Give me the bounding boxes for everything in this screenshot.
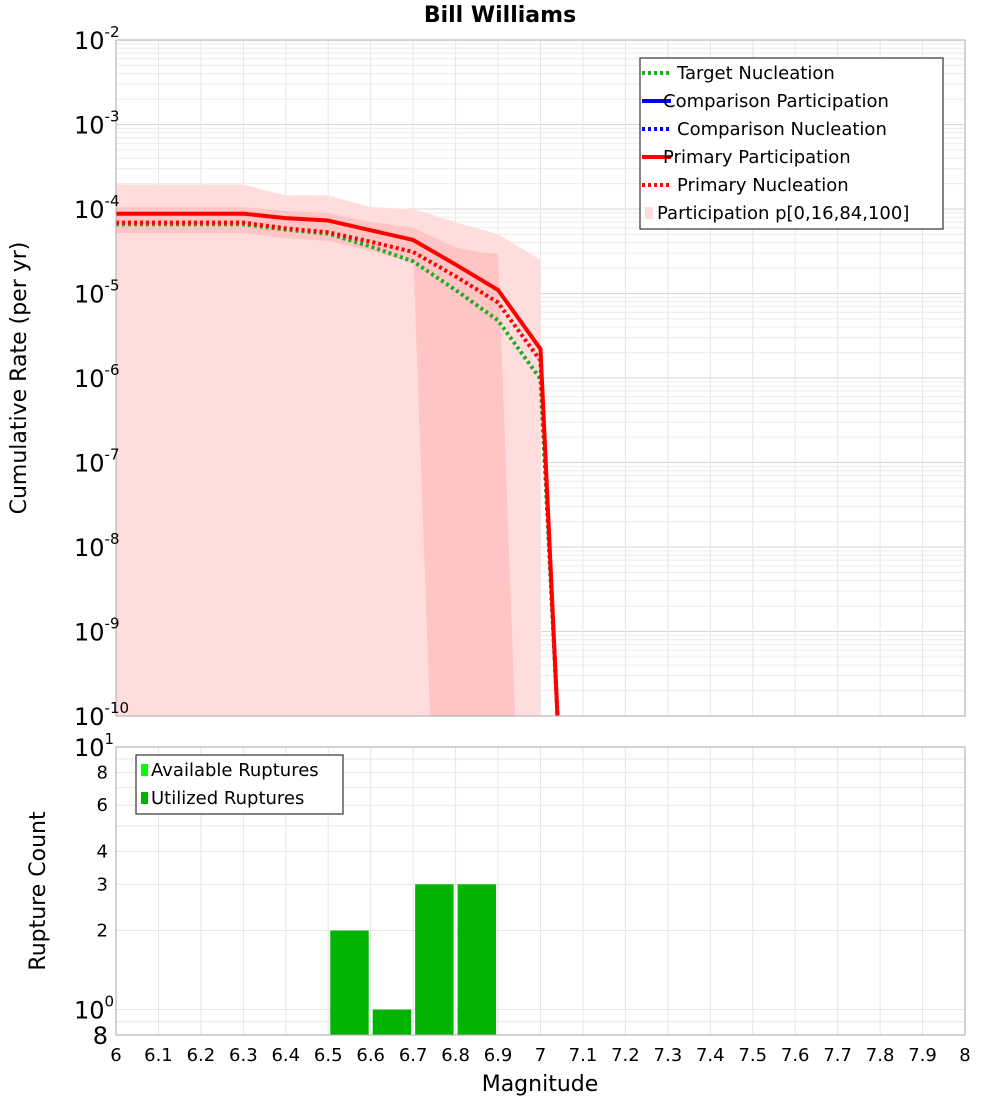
magnitude-tick-label: 6.6 — [356, 1045, 385, 1066]
rate-legend: Target Nucleation Comparison Participatio… — [639, 57, 944, 230]
count-y-tick-label: 101 — [74, 730, 114, 762]
magnitude-tick-label: 7.5 — [738, 1045, 767, 1066]
legend-label: Available Ruptures — [151, 760, 319, 781]
magnitude-tick-label: 6.9 — [484, 1045, 513, 1066]
rate-y-tick-label: 10-3 — [74, 108, 120, 140]
magnitude-tick-label: 7.7 — [823, 1045, 852, 1066]
utilized-ruptures-bar — [457, 884, 497, 1035]
legend-label: Comparison Participation — [663, 91, 889, 112]
legend-swatch — [645, 207, 653, 219]
legend-label: Participation p[0,16,84,100] — [657, 203, 909, 224]
count-legend: Available Ruptures Utilized Ruptures — [135, 754, 344, 815]
magnitude-tick-label: 6.7 — [399, 1045, 428, 1066]
count-y-tick-label: 3 — [97, 874, 108, 895]
series-line-primary-nucleation — [116, 220, 560, 717]
participation-inner-band — [116, 207, 499, 318]
participation-inner-band-tail — [413, 253, 516, 716]
utilized-ruptures-bar — [415, 884, 454, 1035]
utilized-ruptures-bar — [330, 930, 369, 1035]
magnitude-tick-label: 6 — [110, 1045, 121, 1066]
legend-label: Comparison Nucleation — [677, 119, 887, 140]
rate-y-ticks: 10-2 10-3 10-4 10-5 10-6 10-7 10-8 10-9 10-10 — [74, 23, 129, 731]
magnitude-tick-label: 7.4 — [696, 1045, 725, 1066]
x-axis-title: Magnitude — [482, 1072, 599, 1097]
count-y-tick-label: 8 — [97, 762, 108, 783]
legend-swatch — [141, 792, 148, 804]
rate-y-tick-label: 10-8 — [74, 530, 120, 562]
rate-y-tick-label: 10-4 — [74, 192, 120, 224]
utilized-ruptures-bar — [372, 1009, 412, 1035]
rate-y-tick-label: 10-2 — [74, 23, 120, 55]
magnitude-tick-label: 7.1 — [569, 1045, 598, 1066]
magnitude-tick-label: 7.8 — [866, 1045, 895, 1066]
series-line-primary-participation — [116, 211, 560, 717]
rate-y-tick-label: 10-9 — [74, 615, 120, 647]
count-legend-box — [135, 754, 344, 815]
magnitude-tick-label: 7.3 — [654, 1045, 683, 1066]
legend-label: Target Nucleation — [676, 63, 835, 84]
participation-bands — [116, 184, 541, 717]
chart-title: Bill Williams — [424, 3, 576, 28]
series-line-target-nucleation — [116, 222, 560, 717]
legend-label: Primary Nucleation — [677, 175, 849, 196]
magnitude-tick-label: 6.2 — [187, 1045, 216, 1066]
magnitude-tick-label: 6.3 — [229, 1045, 258, 1066]
rate-y-tick-label: 10-10 — [74, 699, 129, 731]
rate-y-tick-label: 10-7 — [74, 446, 120, 478]
rate-plot: 10-2 10-3 10-4 10-5 10-6 10-7 10-8 10-9 10-10 Cu… — [7, 23, 966, 731]
rate-plot-frame — [115, 39, 966, 717]
magnitude-tick-label: 7.9 — [908, 1045, 937, 1066]
count-y-tick-label: 8 — [93, 1022, 108, 1050]
rate-legend-box — [639, 57, 944, 230]
count-y-tick-label: 100 — [74, 993, 114, 1025]
magnitude-tick-label: 6.1 — [144, 1045, 173, 1066]
rate-y-tick-label: 10-5 — [74, 277, 120, 309]
magnitude-tick-label: 7.2 — [611, 1045, 640, 1066]
count-y-tick-label: 6 — [97, 795, 108, 816]
rate-series-lines — [116, 211, 560, 717]
count-plot-frame — [115, 746, 966, 1036]
magnitude-tick-label: 6.4 — [271, 1045, 300, 1066]
rate-y-tick-label: 10-6 — [74, 361, 120, 393]
count-y-tick-label: 2 — [97, 921, 108, 942]
magnitude-tick-label: 6.8 — [441, 1045, 470, 1066]
magnitude-tick-label: 6.5 — [314, 1045, 343, 1066]
count-y-tick-label: 4 — [97, 841, 108, 862]
count-bars — [330, 884, 497, 1035]
magnitude-tick-label: 7 — [535, 1045, 546, 1066]
rate-y-axis-title: Cumulative Rate (per yr) — [7, 242, 32, 515]
magnitude-x-ticks: 6 6.1 6.2 6.3 6.4 6.5 6.6 6.7 6.8 6.9 7 7.1 7.2 7.3 7.… — [110, 1045, 970, 1066]
legend-swatch — [141, 764, 148, 776]
magnitude-tick-label: 7.6 — [781, 1045, 810, 1066]
legend-label: Primary Participation — [663, 147, 851, 168]
magnitude-tick-label: 8 — [959, 1045, 970, 1066]
count-y-axis-title: Rupture Count — [26, 811, 51, 971]
legend-label: Utilized Ruptures — [151, 788, 304, 809]
